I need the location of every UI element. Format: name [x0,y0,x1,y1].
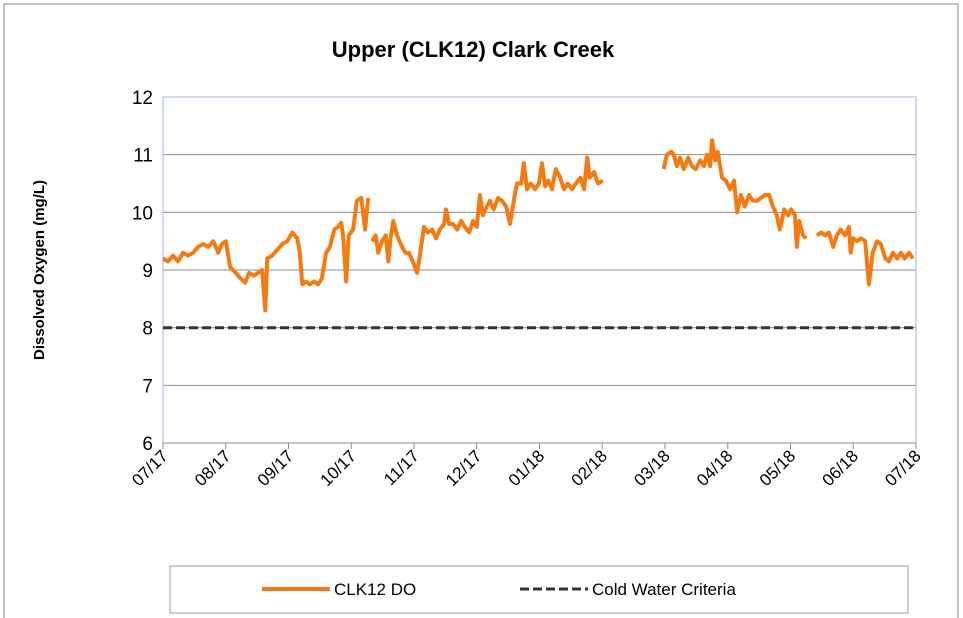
chart-title: Upper (CLK12) Clark Creek [332,37,615,62]
y-tick-label: 7 [142,376,153,397]
data-line [161,195,371,313]
y-tick-label: 12 [132,88,153,109]
y-tick-label: 9 [142,261,153,282]
data-line [370,155,604,275]
y-tick-label: 11 [133,146,153,167]
data-line [661,138,808,249]
legend-label: Cold Water Criteria [592,580,736,599]
y-tick-label: 8 [142,319,153,340]
y-tick-label: 10 [132,203,153,224]
data-line [815,224,915,287]
y-tick-label: 6 [142,434,153,455]
legend-label: CLK12 DO [334,580,416,599]
y-axis-label: Dissolved Oxygen (mg/L) [31,180,48,360]
